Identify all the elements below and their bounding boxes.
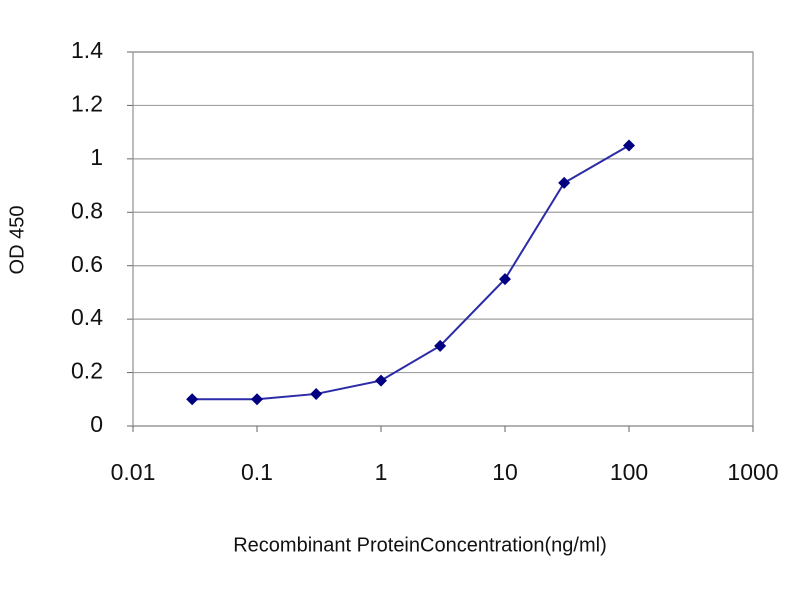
y-axis-title: OD 450 [6, 206, 28, 275]
plot-frame [132, 51, 754, 427]
data-line [192, 144, 630, 401]
data-point [623, 139, 635, 152]
y-tick-label: 0.4 [71, 304, 103, 330]
y-tick-label: 0.8 [71, 197, 103, 223]
data-point [251, 393, 263, 406]
data-point [434, 339, 447, 352]
data-point [375, 374, 387, 387]
data-point [499, 273, 511, 286]
y-tick-label: 1 [90, 144, 103, 170]
y-tick-label: 0.2 [71, 358, 103, 384]
x-tick-label: 1000 [727, 459, 778, 485]
x-tick-label: 1 [375, 459, 388, 485]
x-tick-label: 10 [492, 459, 518, 485]
x-axis-title: Recombinant ProteinConcentration(ng/ml) [233, 534, 607, 556]
data-point [186, 393, 199, 406]
data-point [558, 176, 571, 189]
x-tick-label: 0.01 [111, 459, 156, 485]
x-tick-label: 100 [610, 459, 648, 485]
y-tick-label: 0.6 [71, 251, 103, 277]
data-point [310, 387, 323, 400]
x-tick-label: 0.1 [241, 459, 273, 485]
y-tick-label: 1.4 [71, 37, 103, 63]
y-tick-label: 0 [90, 411, 103, 437]
y-tick-label: 1.2 [71, 91, 103, 117]
